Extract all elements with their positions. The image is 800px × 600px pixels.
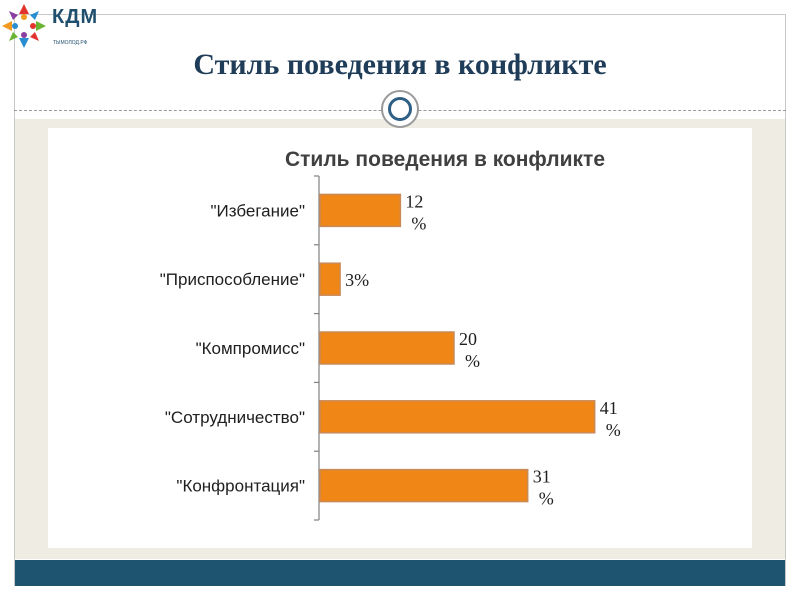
logo-name: КДМ [52, 6, 99, 28]
frame-left-border [14, 14, 15, 586]
data-label: 41% [600, 398, 621, 440]
logo-subtitle: ТЫМОЛОД.РФ [53, 40, 88, 46]
bars-layer: "Избегание" 12 % "Приспособление" 3% "Компром… [160, 175, 621, 521]
logo: КДМ ТЫМОЛОД.РФ [0, 0, 110, 56]
bar [319, 468, 529, 503]
logo-icon [2, 4, 46, 48]
data-label: 31% [533, 467, 554, 509]
frame-right-border [785, 14, 786, 586]
slide-title: Стиль поведения в конфликте [193, 48, 607, 81]
bar [319, 400, 596, 434]
bar-chart: Стиль поведения в конфликте "Избегание" 1… [160, 148, 621, 521]
circle-ornament-inner [388, 97, 412, 121]
data-label: 3% [345, 270, 369, 290]
data-label: 12% [405, 191, 426, 233]
category-label: "Сотрудничество" [165, 408, 305, 427]
bar [319, 262, 341, 296]
category-label: "Избегание" [210, 201, 305, 220]
category-label: "Приспособление" [160, 270, 305, 289]
chart-panel: Стиль поведения в конфликте "Избегание" 1… [48, 128, 752, 548]
category-label: "Конфронтация" [176, 477, 305, 496]
data-label: 20% [459, 329, 480, 371]
chart-title: Стиль поведения в конфликте [285, 148, 605, 171]
footer-band [15, 560, 785, 586]
circle-ornament [381, 90, 419, 128]
bar [319, 193, 402, 228]
bar [319, 331, 455, 365]
category-label: "Компромисс" [196, 339, 305, 358]
frame-top-line [14, 14, 786, 15]
